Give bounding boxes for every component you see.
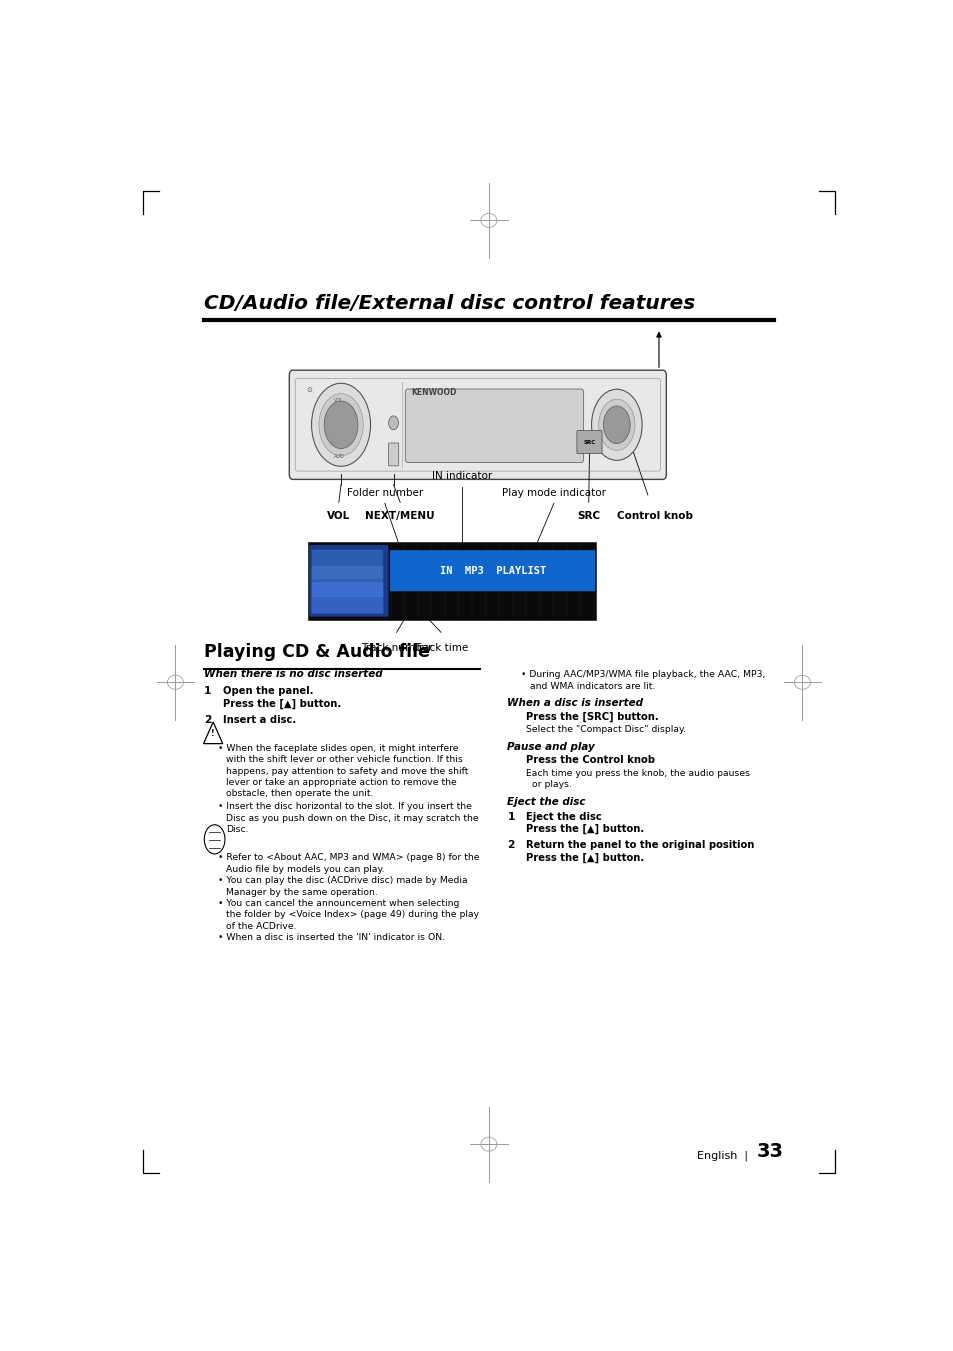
Text: Control knob: Control knob [617, 511, 693, 520]
Text: lever or take an appropriate action to remove the: lever or take an appropriate action to r… [226, 778, 456, 788]
FancyBboxPatch shape [577, 431, 601, 454]
Text: Open the panel.: Open the panel. [222, 686, 313, 696]
Text: Audio file by models you can play.: Audio file by models you can play. [226, 865, 385, 874]
Text: Press the [SRC] button.: Press the [SRC] button. [525, 712, 658, 721]
Text: Press the [▲] button.: Press the [▲] button. [525, 824, 643, 834]
Text: Pause and play: Pause and play [507, 742, 595, 753]
FancyBboxPatch shape [311, 566, 383, 582]
Text: Disc.: Disc. [226, 825, 249, 834]
FancyBboxPatch shape [289, 370, 665, 480]
FancyBboxPatch shape [308, 542, 596, 620]
Text: 1: 1 [204, 686, 212, 696]
Text: ⊙: ⊙ [306, 388, 312, 393]
FancyBboxPatch shape [390, 550, 595, 592]
Text: SRC: SRC [582, 439, 595, 444]
FancyBboxPatch shape [309, 544, 388, 616]
Text: • When the faceplate slides open, it might interfere: • When the faceplate slides open, it mig… [217, 744, 457, 753]
FancyBboxPatch shape [311, 550, 383, 566]
Text: • Refer to <About AAC, MP3 and WMA> (page 8) for the: • Refer to <About AAC, MP3 and WMA> (pag… [217, 854, 478, 862]
Text: 33: 33 [756, 1142, 782, 1161]
Text: KENWOOD: KENWOOD [411, 388, 456, 397]
Text: Play mode indicator: Play mode indicator [501, 488, 605, 499]
Text: CD/Audio file/External disc control features: CD/Audio file/External disc control feat… [204, 295, 695, 313]
Text: Eject the disc: Eject the disc [525, 812, 601, 821]
Text: AUD: AUD [334, 454, 344, 459]
Text: NEXT/MENU: NEXT/MENU [365, 511, 435, 520]
Text: Insert a disc.: Insert a disc. [222, 715, 295, 725]
Text: happens, pay attention to safety and move the shift: happens, pay attention to safety and mov… [226, 767, 468, 775]
FancyBboxPatch shape [388, 443, 398, 466]
FancyBboxPatch shape [311, 597, 383, 613]
Text: with the shift lever or other vehicle function. If this: with the shift lever or other vehicle fu… [226, 755, 463, 765]
Text: Track number: Track number [360, 643, 432, 653]
Text: • When a disc is inserted the 'IN' indicator is ON.: • When a disc is inserted the 'IN' indic… [217, 934, 444, 943]
FancyBboxPatch shape [312, 550, 382, 580]
Text: • You can cancel the announcement when selecting: • You can cancel the announcement when s… [217, 898, 458, 908]
Text: 2: 2 [204, 715, 212, 725]
Text: Press the [▲] button.: Press the [▲] button. [525, 852, 643, 863]
Text: IN  MP3  PLAYLIST: IN MP3 PLAYLIST [439, 566, 545, 576]
Text: • Insert the disc horizontal to the slot. If you insert the: • Insert the disc horizontal to the slot… [217, 802, 471, 811]
Text: SRC: SRC [577, 511, 599, 520]
Text: • You can play the disc (ACDrive disc) made by Media: • You can play the disc (ACDrive disc) m… [217, 875, 467, 885]
Text: • During AAC/MP3/WMA file playback, the AAC, MP3,: • During AAC/MP3/WMA file playback, the … [520, 670, 764, 680]
Text: of the ACDrive.: of the ACDrive. [226, 921, 296, 931]
Text: obstacle, then operate the unit.: obstacle, then operate the unit. [226, 789, 374, 797]
Text: When there is no disc inserted: When there is no disc inserted [204, 669, 382, 680]
Text: When a disc is inserted: When a disc is inserted [507, 698, 642, 708]
Text: Select the "Compact Disc" display.: Select the "Compact Disc" display. [525, 725, 685, 734]
Text: Manager by the same operation.: Manager by the same operation. [226, 888, 377, 897]
Circle shape [388, 416, 398, 430]
Text: Playing CD & Audio file: Playing CD & Audio file [204, 643, 430, 662]
Text: 1: 1 [507, 812, 515, 821]
Text: Press the [▲] button.: Press the [▲] button. [222, 698, 340, 709]
Text: the folder by <Voice Index> (page 49) during the play: the folder by <Voice Index> (page 49) du… [226, 911, 479, 920]
Text: VOL: VOL [327, 511, 350, 520]
Text: VOL: VOL [334, 399, 343, 403]
Circle shape [312, 384, 370, 466]
Text: Return the panel to the original position: Return the panel to the original positio… [525, 840, 754, 850]
Circle shape [598, 399, 635, 450]
FancyBboxPatch shape [311, 582, 383, 597]
Text: Disc as you push down on the Disc, it may scratch the: Disc as you push down on the Disc, it ma… [226, 813, 478, 823]
Text: Folder number: Folder number [346, 488, 422, 499]
Text: or plays.: or plays. [531, 781, 571, 789]
Circle shape [324, 401, 357, 449]
Text: and WMA indicators are lit.: and WMA indicators are lit. [529, 681, 654, 690]
Text: Track time: Track time [414, 643, 468, 653]
Text: 2: 2 [507, 840, 515, 850]
Text: Each time you press the knob, the audio pauses: Each time you press the knob, the audio … [525, 769, 749, 778]
Circle shape [591, 389, 641, 461]
Circle shape [318, 393, 363, 455]
Text: English  |: English | [696, 1150, 747, 1161]
Text: Press the Control knob: Press the Control knob [525, 755, 654, 766]
Circle shape [603, 407, 630, 443]
Text: IN indicator: IN indicator [432, 471, 492, 481]
FancyBboxPatch shape [405, 389, 583, 462]
Text: Eject the disc: Eject the disc [507, 797, 585, 807]
Text: !: ! [212, 730, 214, 738]
